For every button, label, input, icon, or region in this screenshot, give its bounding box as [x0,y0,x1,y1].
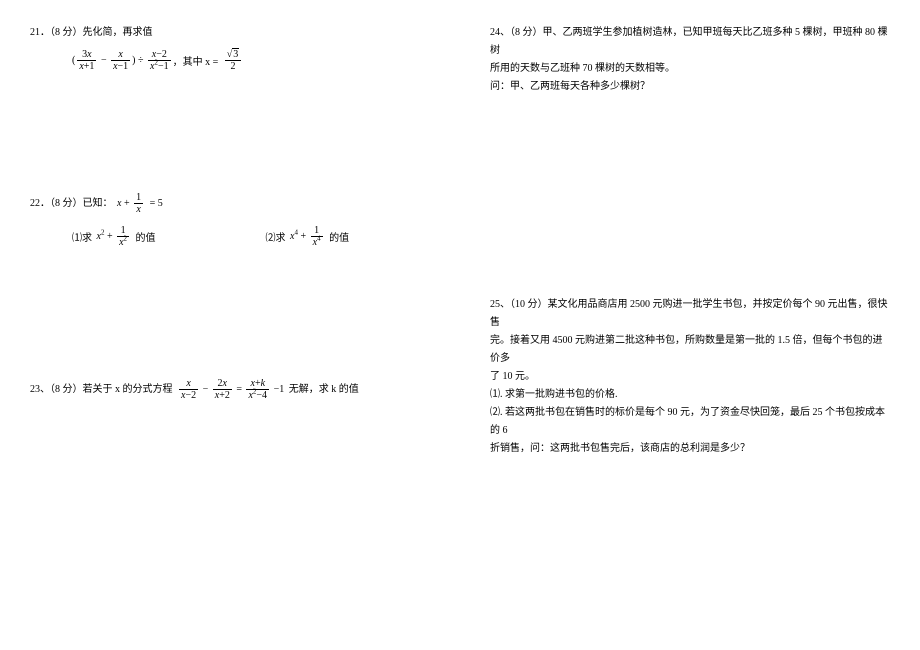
p24-line2: 所用的天数与乙班种 70 棵树的天数相等。 [490,60,890,78]
page-container: 21．（8 分）先化简，再求值 ( 3xx+1 − xx−1 ) ÷ x−2x2… [0,0,920,650]
p23-minus1: −1 [271,381,287,399]
p22-part1-pre: ⑴求 [72,229,92,244]
p25-line1: 25、（10 分）某文化用品商店用 2500 元购进一批学生书包，并按定价每个 … [490,296,890,332]
problem-22-part1: ⑴求 x2 + 1x2 的值 [72,225,156,248]
frac-xplusk-over-x2minus4: x+kx2−4 [246,378,269,401]
p25-line2: 完。接着又用 4500 元购进第二批这种书包，所购数量是第一批的 1.5 倍，但… [490,332,890,368]
problem-22: 22．（8 分）已知： x + 1x = 5 ⑴求 x2 + 1x2 的值 ⑵求… [30,192,430,248]
p22-eq5 [145,195,148,213]
rparen-div: ) ÷ [132,55,146,66]
problem-21-header: 21．（8 分）先化简，再求值 [30,24,430,42]
lparen: ( [72,55,75,66]
p24-line1: 24、（8 分）甲、乙两班学生参加植树造林，已知甲班每天比乙班多种 5 棵树，甲… [490,24,890,60]
problem-24: 24、（8 分）甲、乙两班学生参加植树造林，已知甲班每天比乙班多种 5 棵树，甲… [490,24,890,96]
problem-21: 21．（8 分）先化简，再求值 ( 3xx+1 − xx−1 ) ÷ x−2x2… [30,24,430,72]
p23-minus: − [200,381,211,399]
eq-space [220,55,223,66]
p24-line3: 问：甲、乙两班每天各种多少棵树？ [490,78,890,96]
frac-sqrt3-over-2: 32 [225,48,242,72]
p22-part2-post [325,231,328,242]
frac-x-over-xminus1: xx−1 [111,49,130,72]
problem-22-subparts: ⑴求 x2 + 1x2 的值 ⑵求 x4 + 1x4 的值 [30,225,430,248]
frac-xminus2-over-x2minus1: x−2x2−1 [148,49,171,72]
problem-22-part2: ⑵求 x4 + 1x4 的值 [266,225,350,248]
p23-sp1 [175,381,178,399]
frac-x-over-xminus2: xx−2 [179,378,198,401]
p25-line3: 了 10 元。 [490,368,890,386]
p22-x2-plus: x2 + [94,231,115,242]
problem-23: 23、（8 分）若关于 x 的分式方程 xx−2 − 2xx+2 = x+kx2… [30,378,430,401]
problem-25: 25、（10 分）某文化用品商店用 2500 元购进一批学生书包，并按定价每个 … [490,296,890,458]
right-column: 24、（8 分）甲、乙两班学生参加植树造林，已知甲班每天比乙班多种 5 棵树，甲… [460,0,920,650]
problem-23-line: 23、（8 分）若关于 x 的分式方程 xx−2 − 2xx+2 = x+kx2… [30,378,430,401]
frac-1-over-x4: 1x4 [311,225,323,248]
problem-22-header: 22．（8 分）已知： [30,195,113,213]
problem-22-header-row: 22．（8 分）已知： x + 1x = 5 [30,192,430,215]
frac-3x-over-xplus1: 3xx+1 [77,49,96,72]
p25-line6: 折销售，问：这两批书包售完后，该商店的总利润是多少？ [490,440,890,458]
frac-1-over-x2: 1x2 [117,225,129,248]
frac-1-over-x: 1x [134,192,143,215]
p23-eq: = [234,381,245,399]
p22-part2-pre: ⑵求 [266,229,286,244]
left-column: 21．（8 分）先化简，再求值 ( 3xx+1 − xx−1 ) ÷ x−2x2… [0,0,460,650]
p22-part2-post-text: 的值 [329,229,349,244]
p22-x-plus: x + [115,195,133,213]
p22-rhs: = 5 [150,195,163,213]
p25-line5: ⑵. 若这两批书包在销售时的标价是每个 90 元，为了资金尽快回笼，最后 25 … [490,404,890,440]
problem-23-tail: 无解，求 k 的值 [289,381,359,399]
minus: − [98,55,109,66]
problem-23-header: 23、（8 分）若关于 x 的分式方程 [30,381,173,399]
p22-part1-post-text: 的值 [136,229,156,244]
p25-line4: ⑴. 求第一批购进书包的价格. [490,386,890,404]
frac-2x-over-xplus2: 2xx+2 [213,378,232,401]
p22-part1-post [131,231,134,242]
p22-x4-plus: x4 + [288,231,309,242]
problem-21-expression: ( 3xx+1 − xx−1 ) ÷ x−2x2−1 ，其中 x = 32 [30,48,430,72]
where-text: ，其中 x = [173,53,219,68]
